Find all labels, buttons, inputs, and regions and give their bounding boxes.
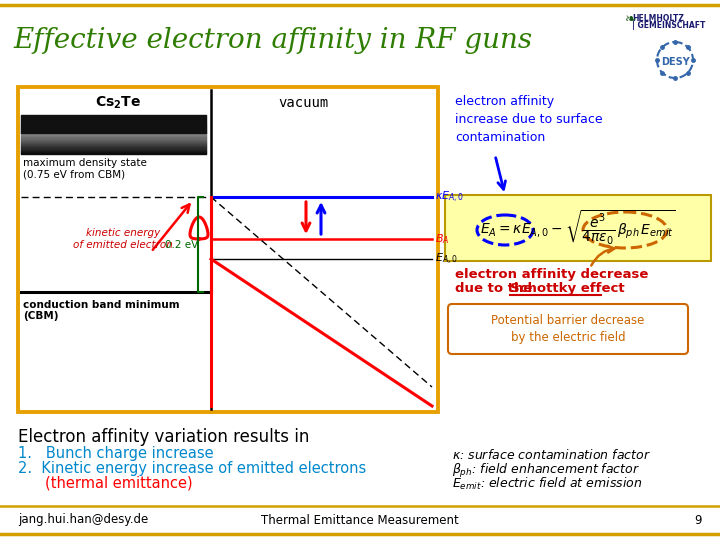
Text: $\kappa$: surface contamination factor: $\kappa$: surface contamination factor: [452, 448, 651, 462]
Text: maximum density state
(0.75 eV from CBM): maximum density state (0.75 eV from CBM): [23, 158, 147, 180]
FancyBboxPatch shape: [18, 87, 438, 412]
Text: Electron affinity variation results in: Electron affinity variation results in: [18, 428, 310, 446]
Text: | GEMEINSCHAFT: | GEMEINSCHAFT: [632, 21, 706, 30]
Text: electron affinity decrease: electron affinity decrease: [455, 268, 649, 281]
FancyBboxPatch shape: [448, 304, 688, 354]
Text: due to the: due to the: [455, 282, 537, 295]
Text: 1.   Bunch charge increase: 1. Bunch charge increase: [18, 446, 214, 461]
Text: $E_A = \kappa E_{A,0} - \sqrt{\dfrac{e^3}{4\pi\varepsilon_0}\,\beta_{ph}\,E_{emi: $E_A = \kappa E_{A,0} - \sqrt{\dfrac{e^3…: [480, 208, 676, 247]
Text: $B_A$: $B_A$: [435, 232, 449, 246]
Text: Thermal Emittance Measurement: Thermal Emittance Measurement: [261, 514, 459, 526]
Text: (CBM): (CBM): [23, 311, 58, 321]
Text: jang.hui.han@desy.de: jang.hui.han@desy.de: [18, 514, 148, 526]
Text: Potential barrier decrease
by the electric field: Potential barrier decrease by the electr…: [491, 314, 644, 344]
Text: $\kappa E_{A,0}$: $\kappa E_{A,0}$: [435, 190, 464, 205]
Text: 0.2 eV: 0.2 eV: [165, 240, 198, 249]
Text: $E_{emit}$: electric field at emission: $E_{emit}$: electric field at emission: [452, 476, 642, 492]
Text: Schottky effect: Schottky effect: [510, 282, 625, 295]
Text: ❧: ❧: [625, 12, 636, 26]
Text: $E_{A,0}$: $E_{A,0}$: [435, 252, 458, 267]
Text: DESY: DESY: [661, 57, 689, 67]
Text: conduction band minimum: conduction band minimum: [23, 300, 179, 310]
Text: $\mathbf{Cs_2Te}$: $\mathbf{Cs_2Te}$: [95, 95, 141, 111]
Text: $\beta_{ph}$: field enhancement factor: $\beta_{ph}$: field enhancement factor: [452, 462, 640, 480]
Text: 9: 9: [695, 514, 702, 526]
Text: HELMHOLTZ: HELMHOLTZ: [632, 14, 684, 23]
FancyBboxPatch shape: [445, 195, 711, 261]
Text: 2.  Kinetic energy increase of emitted electrons: 2. Kinetic energy increase of emitted el…: [18, 461, 366, 476]
Text: vacuum: vacuum: [278, 96, 328, 110]
Text: kinetic energy
of emitted electron: kinetic energy of emitted electron: [73, 228, 173, 250]
Text: Effective electron affinity in RF guns: Effective electron affinity in RF guns: [13, 26, 532, 53]
Circle shape: [657, 42, 693, 78]
Text: electron affinity
increase due to surface
contamination: electron affinity increase due to surfac…: [455, 95, 603, 144]
Text: (thermal emittance): (thermal emittance): [45, 476, 193, 491]
